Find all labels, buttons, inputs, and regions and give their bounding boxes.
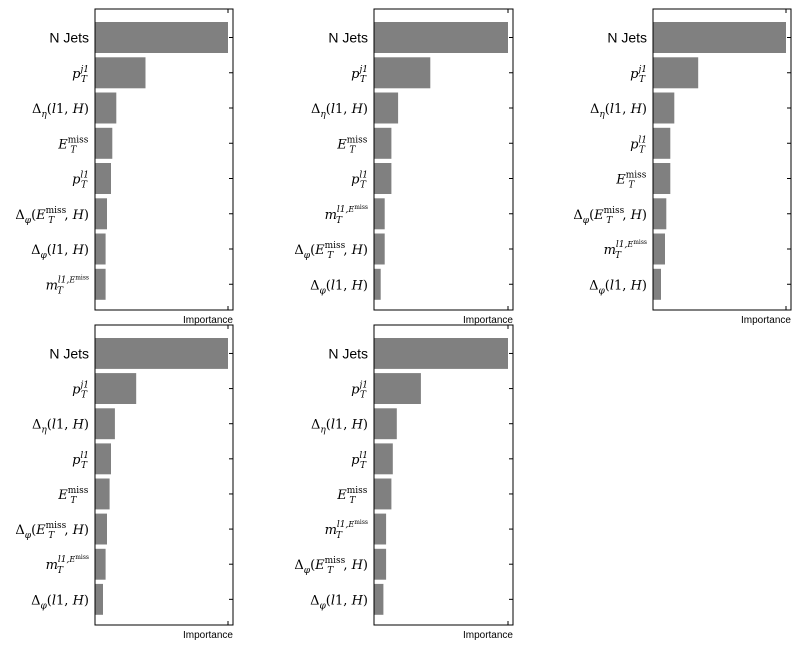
category-label-8: Δφ(l1, H) bbox=[589, 278, 647, 296]
chart-panel-2: N Jets pj1 T Δη(l1, H) Emiss T pl1 T ml1,Emiss T… bbox=[294, 8, 514, 326]
category-label-3: Δη(l1, H) bbox=[311, 418, 368, 436]
x-axis-label: Importance bbox=[463, 315, 513, 326]
category-label-1: N Jets bbox=[607, 30, 647, 46]
category-label-5: pl1 T bbox=[72, 171, 89, 191]
bar-1 bbox=[95, 338, 228, 369]
bar-5 bbox=[95, 163, 111, 194]
bar-6 bbox=[653, 198, 667, 230]
bar-7 bbox=[653, 233, 665, 265]
plot-frame bbox=[373, 8, 514, 311]
bar-3 bbox=[653, 92, 675, 124]
bar-2 bbox=[653, 57, 699, 89]
category-label-8: Δφ(l1, H) bbox=[31, 593, 89, 611]
category-label-4: Emiss T bbox=[57, 135, 89, 155]
category-label-2: pj1 T bbox=[351, 65, 368, 85]
plot-frame bbox=[94, 324, 234, 626]
x-axis-label: Importance bbox=[463, 630, 513, 641]
category-label-6: ml1,Emiss T bbox=[325, 519, 368, 541]
category-label-4: Emiss T bbox=[336, 135, 368, 155]
category-label-3: Δη(l1, H) bbox=[32, 102, 89, 120]
category-label-8: Δφ(l1, H) bbox=[310, 593, 368, 611]
x-axis-label: Importance bbox=[741, 315, 791, 326]
category-label-6: Δφ(Emiss T, H) bbox=[15, 521, 89, 541]
bar-6 bbox=[374, 198, 385, 230]
plot-frame bbox=[94, 8, 234, 311]
category-label-2: pj1 T bbox=[72, 381, 89, 401]
bar-3 bbox=[95, 408, 115, 440]
bar-4 bbox=[374, 127, 392, 159]
bar-7 bbox=[95, 233, 106, 265]
bar-8 bbox=[374, 583, 384, 615]
category-label-2: pj1 T bbox=[72, 65, 89, 85]
bar-5 bbox=[374, 163, 392, 194]
bar-7 bbox=[95, 548, 106, 580]
chart-panel-5: N Jets pj1 T Δη(l1, H) pl1 T Emiss T ml1,Emiss T… bbox=[294, 324, 514, 641]
plot-frame bbox=[373, 324, 514, 626]
category-label-8: ml1,Emiss T bbox=[46, 274, 89, 296]
category-label-2: pj1 T bbox=[630, 65, 647, 85]
bar-3 bbox=[374, 92, 399, 124]
chart-panel-3: N Jets pj1 T Δη(l1, H) pl1 T Emiss T Δφ(Emiss T,… bbox=[573, 8, 792, 326]
chart-panel-4: N Jets pj1 T Δη(l1, H) pl1 T Emiss T Δφ(Emiss T,… bbox=[15, 324, 234, 641]
category-label-1: N Jets bbox=[49, 30, 89, 46]
category-label-7: Δφ(l1, H) bbox=[31, 243, 89, 261]
category-label-6: Δφ(Emiss T, H) bbox=[573, 206, 647, 226]
category-label-4: pl1 T bbox=[630, 135, 647, 155]
bar-4 bbox=[95, 127, 113, 159]
bar-6 bbox=[95, 198, 107, 230]
x-axis-label: Importance bbox=[183, 315, 233, 326]
category-label-3: Δη(l1, H) bbox=[590, 102, 647, 120]
plot-frame bbox=[652, 8, 792, 311]
bar-1 bbox=[653, 22, 786, 53]
bar-7 bbox=[374, 548, 387, 580]
bar-4 bbox=[653, 127, 671, 159]
chart-panel-1: N Jets pj1 T Δη(l1, H) Emiss T pl1 T Δφ(Emiss T,… bbox=[15, 8, 234, 326]
bar-4 bbox=[374, 443, 393, 475]
category-label-1: N Jets bbox=[328, 345, 368, 361]
category-label-3: Δη(l1, H) bbox=[311, 102, 368, 120]
category-label-5: Emiss T bbox=[57, 486, 89, 506]
bar-1 bbox=[374, 338, 508, 369]
bar-7 bbox=[374, 233, 385, 265]
category-label-7: ml1,Emiss T bbox=[46, 554, 89, 576]
bar-3 bbox=[95, 92, 117, 124]
bar-6 bbox=[95, 513, 107, 545]
category-label-1: N Jets bbox=[328, 30, 368, 46]
bar-5 bbox=[653, 163, 671, 194]
category-label-4: pl1 T bbox=[72, 451, 89, 471]
bar-8 bbox=[653, 268, 661, 300]
category-label-6: Δφ(Emiss T, H) bbox=[15, 206, 89, 226]
category-label-3: Δη(l1, H) bbox=[32, 418, 89, 436]
bar-8 bbox=[374, 268, 381, 300]
bar-2 bbox=[374, 373, 421, 404]
bar-8 bbox=[95, 268, 106, 300]
bar-5 bbox=[95, 478, 110, 510]
bar-2 bbox=[95, 373, 137, 404]
category-label-7: ml1,Emiss T bbox=[604, 239, 647, 261]
category-label-5: pl1 T bbox=[351, 171, 368, 191]
category-label-5: Emiss T bbox=[615, 171, 647, 191]
bar-1 bbox=[95, 22, 228, 53]
category-label-7: Δφ(Emiss T, H) bbox=[294, 241, 368, 261]
category-label-5: Emiss T bbox=[336, 486, 368, 506]
bar-3 bbox=[374, 408, 397, 440]
category-label-4: pl1 T bbox=[351, 451, 368, 471]
category-label-8: Δφ(l1, H) bbox=[310, 278, 368, 296]
category-label-2: pj1 T bbox=[351, 381, 368, 401]
bar-2 bbox=[374, 57, 431, 89]
bar-8 bbox=[95, 583, 103, 615]
category-label-7: Δφ(Emiss T, H) bbox=[294, 556, 368, 576]
x-axis-label: Importance bbox=[183, 630, 233, 641]
bar-2 bbox=[95, 57, 146, 89]
bar-4 bbox=[95, 443, 111, 475]
bar-1 bbox=[374, 22, 508, 53]
category-label-1: N Jets bbox=[49, 345, 89, 361]
bar-5 bbox=[374, 478, 392, 510]
bar-6 bbox=[374, 513, 387, 545]
category-label-6: ml1,Emiss T bbox=[325, 204, 368, 226]
